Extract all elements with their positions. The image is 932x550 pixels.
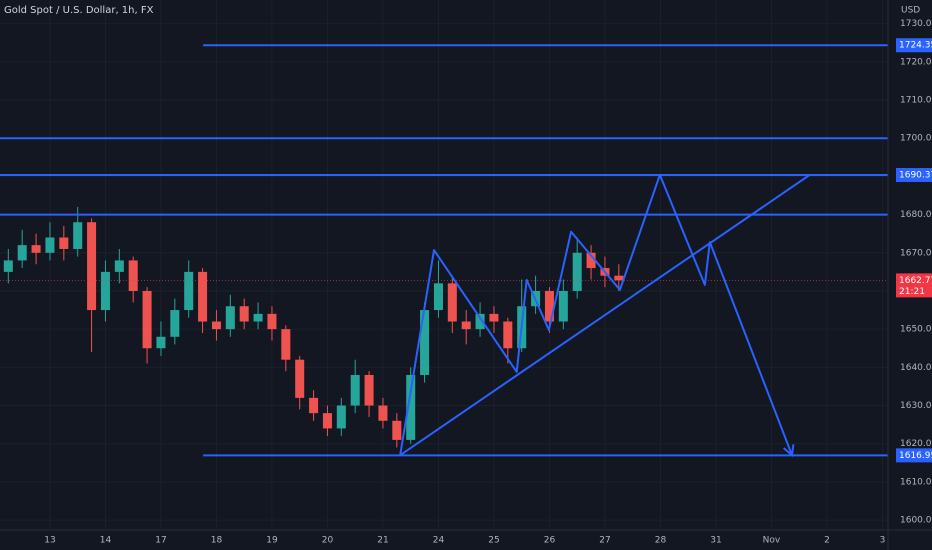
candle-body (198, 271, 208, 322)
candle-body (572, 252, 582, 291)
candle-body (558, 290, 568, 322)
candle-body (31, 245, 41, 253)
x-tick-label: 13 (44, 536, 55, 546)
y-tick-label: 1600.00 (900, 516, 932, 526)
last-price-box (896, 273, 932, 298)
candle-body (156, 336, 166, 349)
candle-body (309, 397, 319, 414)
x-tick-label: 18 (211, 536, 223, 546)
x-tick-label: 14 (100, 536, 112, 546)
y-tick-label: 1620.00 (900, 439, 932, 449)
x-tick-label: 26 (544, 536, 556, 546)
candle-body (475, 313, 485, 330)
candle-body (17, 245, 27, 261)
candle-body (142, 290, 152, 349)
y-tick-label: 1670.00 (900, 248, 932, 258)
last-price-label: 1662.77 (899, 276, 932, 286)
candle-body (184, 271, 194, 311)
candle-body (447, 283, 457, 322)
y-tick-label: 1610.00 (900, 477, 932, 487)
candle-body (364, 374, 374, 406)
x-tick-label: 3 (880, 536, 886, 546)
price-label-box (896, 38, 932, 53)
candle-body (461, 321, 471, 330)
candle-body (45, 237, 55, 253)
x-tick-label: Nov (763, 536, 781, 546)
candle-body (3, 260, 13, 272)
candle-body (73, 222, 83, 249)
x-tick-label: 24 (433, 536, 445, 546)
candle-body (114, 260, 124, 272)
plot-area (0, 44, 888, 458)
x-tick-label: 31 (710, 536, 721, 546)
candle-body (59, 237, 69, 249)
candle-body (211, 321, 221, 330)
x-tick-label: 25 (488, 536, 499, 546)
candle-body (225, 306, 235, 330)
y-tick-label: 1680.00 (900, 210, 932, 220)
candle-body (586, 252, 596, 269)
price-label: 1724.35 (899, 41, 932, 51)
candle-body (267, 313, 277, 330)
candle-body (281, 329, 291, 360)
x-tick-label: 17 (155, 536, 166, 546)
candle-body (503, 321, 513, 349)
x-tick-label: 2 (824, 536, 830, 546)
y-tick-label: 1710.00 (900, 96, 932, 106)
price-label-box (896, 448, 932, 463)
currency: USD (901, 6, 920, 16)
candle-body (378, 405, 388, 421)
y-tick-label: 1730.00 (900, 19, 932, 29)
candle-body (253, 313, 263, 322)
x-tick-label: 28 (655, 536, 667, 546)
candle-body (489, 313, 499, 322)
candle-body (295, 359, 305, 398)
y-tick-label: 1630.00 (900, 401, 932, 411)
candle-body (239, 306, 249, 322)
x-tick-label: 20 (322, 536, 334, 546)
x-tick-label: 27 (599, 536, 610, 546)
arrow-head (782, 444, 795, 458)
y-tick-label: 1650.00 (900, 325, 932, 335)
candle-body (544, 290, 554, 322)
x-tick-label: 21 (377, 536, 388, 546)
price-label-box (896, 167, 932, 182)
candle-body (87, 222, 97, 311)
candle-body (614, 275, 624, 281)
candle-body (350, 374, 360, 406)
trendline (399, 174, 811, 456)
candle-body (433, 283, 443, 311)
y-tick-label: 1720.00 (900, 57, 932, 67)
candle-body (420, 310, 430, 375)
candle-body (100, 271, 110, 311)
x-tick-label: 19 (266, 536, 278, 546)
candle-body (128, 260, 138, 291)
y-tick-label: 1640.00 (900, 363, 932, 373)
candle-body (406, 374, 416, 440)
chart-title: Gold Spot / U.S. Dollar, 1h, FX (4, 5, 154, 16)
price-label: 1690.37 (899, 170, 932, 180)
price-label: 1616.95 (899, 451, 932, 461)
candle-body (392, 420, 402, 440)
projection-path (399, 173, 793, 456)
candle-body (336, 405, 346, 429)
candle-body (322, 413, 332, 429)
y-tick-label: 1700.00 (900, 134, 932, 144)
candle-body (170, 310, 180, 337)
countdown-label: 21:21 (899, 287, 925, 297)
